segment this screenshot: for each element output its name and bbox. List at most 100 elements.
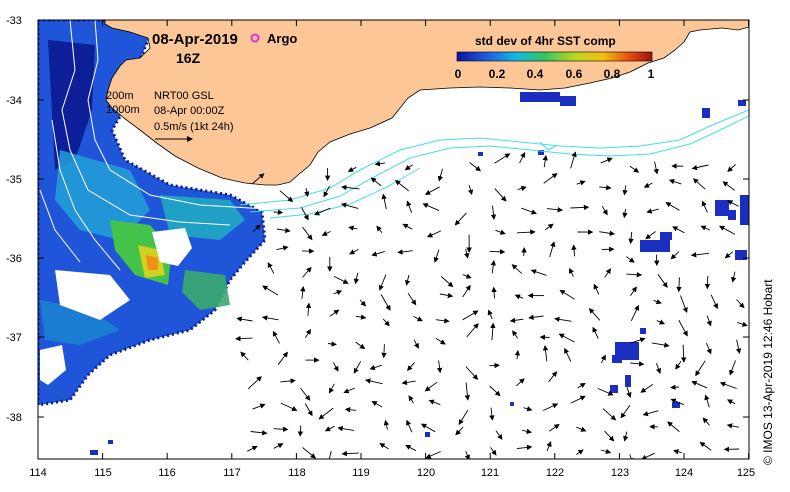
current-vector bbox=[458, 410, 469, 425]
current-vector bbox=[439, 292, 454, 299]
current-vector bbox=[645, 231, 656, 240]
current-vector bbox=[353, 361, 362, 374]
current-vector bbox=[401, 379, 416, 386]
lat-label: -33 bbox=[6, 15, 22, 27]
current-vector bbox=[670, 398, 685, 406]
current-vector bbox=[665, 202, 680, 211]
current-vector bbox=[236, 316, 253, 322]
current-vector bbox=[630, 286, 637, 296]
current-vector bbox=[599, 230, 615, 236]
current-vector bbox=[273, 426, 289, 432]
current-vector bbox=[592, 326, 599, 339]
current-vector bbox=[348, 225, 358, 231]
current-vector bbox=[422, 203, 440, 212]
current-vector bbox=[519, 151, 526, 164]
current-vector bbox=[706, 315, 712, 327]
current-vector bbox=[727, 164, 736, 173]
longitude-labels: 114 115 116 117 118 119 120 121 122 123 … bbox=[29, 467, 755, 479]
current-vector bbox=[626, 256, 635, 263]
current-vector bbox=[353, 272, 360, 285]
colorbar-tick: 1 bbox=[648, 67, 655, 81]
current-vector bbox=[435, 318, 450, 324]
current-vector bbox=[435, 338, 446, 345]
current-vector bbox=[341, 450, 359, 457]
current-vector bbox=[313, 207, 331, 216]
vector-source: NRT00 GSL bbox=[154, 90, 214, 102]
current-vector bbox=[570, 395, 586, 404]
lon-label: 119 bbox=[352, 467, 370, 479]
current-vector bbox=[328, 341, 337, 347]
current-vector bbox=[668, 179, 682, 185]
current-vector bbox=[273, 443, 284, 449]
current-vector bbox=[267, 262, 275, 274]
current-vector bbox=[490, 260, 496, 274]
current-vector bbox=[462, 273, 472, 279]
current-vector bbox=[543, 173, 558, 184]
current-vector bbox=[600, 354, 606, 364]
colorbar-title: std dev of 4hr SST comp bbox=[475, 34, 616, 48]
current-vector bbox=[544, 223, 554, 231]
current-vector bbox=[300, 286, 306, 299]
current-vector bbox=[494, 153, 511, 164]
current-vector bbox=[304, 403, 313, 417]
current-vector bbox=[514, 294, 524, 300]
current-vector bbox=[719, 225, 736, 235]
current-vector bbox=[406, 200, 413, 213]
current-vector bbox=[407, 362, 415, 371]
lon-label: 122 bbox=[546, 467, 564, 479]
current-vector bbox=[247, 445, 258, 452]
current-vector bbox=[304, 188, 310, 198]
current-vector bbox=[576, 449, 584, 455]
colorbar-tick: 0.6 bbox=[566, 67, 583, 81]
current-vector bbox=[653, 299, 662, 305]
current-vector bbox=[597, 387, 614, 396]
current-vector bbox=[397, 249, 413, 255]
current-vector bbox=[569, 267, 574, 277]
current-vector bbox=[593, 283, 600, 295]
current-vector bbox=[424, 381, 438, 392]
current-vector bbox=[376, 225, 383, 234]
current-vector bbox=[394, 179, 409, 192]
current-vector bbox=[305, 302, 312, 316]
current-vector bbox=[347, 166, 357, 172]
current-vector bbox=[490, 322, 496, 341]
current-vector bbox=[436, 360, 443, 374]
current-vector bbox=[509, 317, 524, 324]
current-vector bbox=[604, 430, 615, 442]
credit-text: © IMOS 13-Apr-2019 12:46 Hobart bbox=[761, 279, 775, 465]
colorbar bbox=[456, 51, 653, 62]
current-vector bbox=[318, 407, 334, 420]
current-vector bbox=[280, 402, 298, 411]
current-vector bbox=[702, 417, 711, 426]
current-vector bbox=[548, 371, 558, 383]
current-vector bbox=[302, 226, 313, 241]
current-vector bbox=[706, 342, 712, 355]
current-vector bbox=[413, 339, 419, 349]
current-vector bbox=[521, 207, 537, 215]
current-vector bbox=[424, 186, 440, 195]
current-vector bbox=[437, 168, 444, 182]
current-vector bbox=[549, 241, 556, 258]
current-vector bbox=[690, 252, 710, 258]
current-vector bbox=[691, 164, 709, 171]
lat-label: -36 bbox=[6, 253, 22, 265]
current-vector bbox=[542, 154, 548, 168]
lon-label: 114 bbox=[29, 467, 47, 479]
current-vector bbox=[577, 382, 586, 389]
current-vector bbox=[355, 341, 366, 350]
current-vector bbox=[576, 180, 586, 186]
lon-label: 118 bbox=[288, 467, 306, 479]
current-vector bbox=[737, 321, 748, 327]
current-vector bbox=[521, 247, 527, 257]
current-vector bbox=[641, 452, 655, 459]
current-vector bbox=[604, 268, 612, 278]
current-vector bbox=[404, 274, 411, 286]
current-vector bbox=[729, 360, 736, 376]
current-vector bbox=[381, 344, 387, 359]
current-vector bbox=[691, 380, 708, 389]
current-vector bbox=[272, 330, 280, 344]
current-vector bbox=[425, 451, 441, 459]
isobath-label-200: 200m bbox=[106, 90, 134, 102]
current-vector bbox=[302, 266, 312, 278]
current-vector bbox=[736, 299, 745, 309]
